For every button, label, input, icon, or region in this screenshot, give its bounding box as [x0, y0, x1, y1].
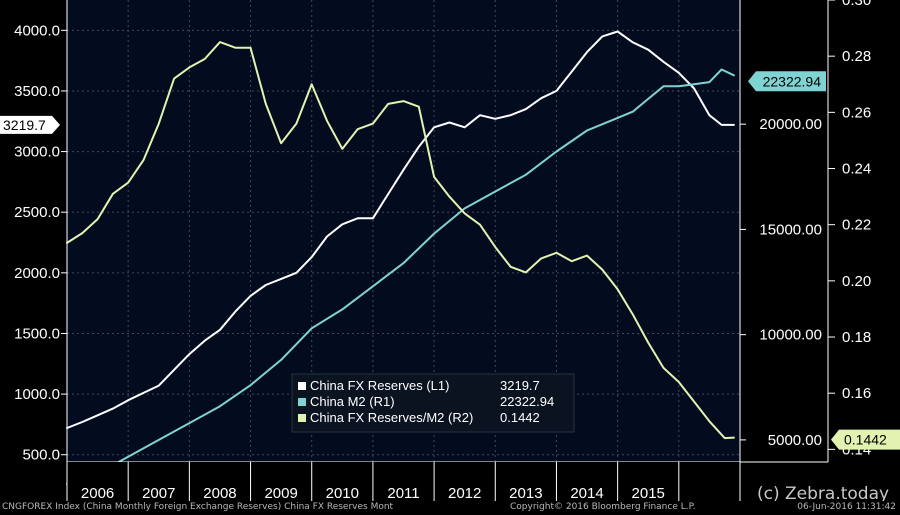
footer-source-text: CNGFOREX Index (China Monthly Foreign Ex…: [2, 502, 394, 512]
last-value-tag-ratio: 0.1442: [831, 429, 900, 450]
last-value-tag-label: 3219.7: [3, 117, 46, 133]
footer-timestamp-text: 06-Jun-2016 11:31:42: [797, 502, 896, 512]
series-line-2: [66, 41, 735, 440]
x-tick-label: 2014: [570, 485, 603, 502]
legend-label: China FX Reserves/M2 (R2): [310, 410, 473, 425]
x-tick-label: 2007: [142, 485, 175, 502]
right2-tick-label: 0.28: [842, 48, 871, 65]
x-tick-label: 2009: [264, 485, 297, 502]
last-value-tag-label: 0.1442: [844, 432, 887, 448]
left-tick-label: 500.0: [22, 447, 60, 464]
last-value-tag-shape: [748, 71, 826, 92]
right2-tick-label: 0.20: [842, 273, 871, 290]
left-tick-label: 1000.0: [14, 386, 60, 403]
footer-bar: CNGFOREX Index (China Monthly Foreign Ex…: [0, 501, 900, 515]
series-line-0: [66, 30, 735, 429]
left-tick-label: 3000.0: [14, 144, 60, 161]
last-value-tag-shape: [0, 115, 60, 134]
legend-swatch: [298, 398, 306, 406]
right1-tick-label: 15000.00: [759, 221, 822, 238]
x-tick-label: 2011: [387, 485, 419, 502]
legend-swatch: [298, 382, 306, 390]
series-line-1: [66, 68, 735, 486]
right2-tick-label: 0.24: [842, 161, 871, 178]
left-tick-label: 3500.0: [14, 83, 60, 100]
legend-value: 22322.94: [500, 394, 554, 409]
x-tick-label: 2010: [326, 485, 359, 502]
legend-box: [291, 373, 575, 433]
legend-value: 0.1442: [500, 410, 540, 425]
right1-tick-label: 5000.00: [768, 432, 822, 449]
x-tick-label: 2013: [509, 485, 542, 502]
x-axis-band: [67, 462, 740, 501]
last-value-tag-m2: 22322.94: [748, 71, 826, 92]
right2-tick-label: 0.26: [842, 104, 871, 121]
legend-value: 3219.7: [500, 378, 540, 393]
right1-tick-label: 10000.00: [759, 327, 822, 344]
legend-swatch: [298, 414, 306, 422]
legend-label: China FX Reserves (L1): [310, 378, 449, 393]
x-tick-label: 2008: [203, 485, 236, 502]
right2-tick-label: 0.22: [842, 217, 871, 234]
last-value-tag-label: 22322.94: [763, 73, 822, 89]
x-tick-label: 2015: [632, 485, 665, 502]
right2-tick-label: 0.30: [842, 0, 871, 9]
x-tick-label: 2012: [448, 485, 481, 502]
right2-tick-label: 0.16: [842, 385, 871, 402]
right1-tick-label: 20000.00: [759, 116, 822, 133]
left-tick-label: 2000.0: [14, 265, 60, 282]
left-tick-label: 4000.0: [14, 22, 60, 39]
left-tick-label: 1500.0: [14, 325, 60, 342]
footer-copyright-text: Copyright© 2016 Bloomberg Finance L.P.: [510, 502, 696, 512]
left-tick-label: 2500.0: [14, 204, 60, 221]
x-tick-label: 2006: [81, 485, 114, 502]
legend-label: China M2 (R1): [310, 394, 395, 409]
last-value-tag-fx-reserves: 3219.7: [0, 115, 60, 134]
right2-tick-label: 0.18: [842, 329, 871, 346]
watermark-text: (c) Zebra.today: [757, 484, 890, 504]
last-value-tag-shape: [831, 429, 900, 450]
